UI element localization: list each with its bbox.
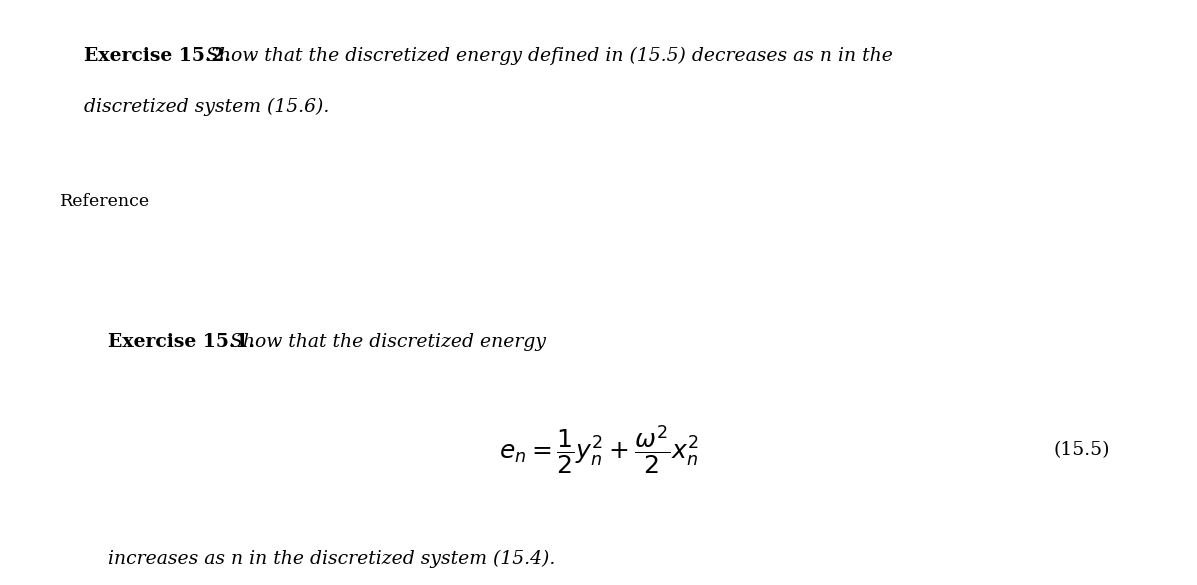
Text: increases as n in the discretized system (15.4).: increases as n in the discretized system… bbox=[108, 550, 555, 568]
Text: Show that the discretized energy: Show that the discretized energy bbox=[224, 333, 546, 352]
Text: Exercise 15.1.: Exercise 15.1. bbox=[108, 333, 255, 352]
Text: $e_n = \dfrac{1}{2}y_n^2 + \dfrac{\omega^2}{2}x_n^2$: $e_n = \dfrac{1}{2}y_n^2 + \dfrac{\omega… bbox=[499, 424, 698, 477]
Text: discretized system (15.6).: discretized system (15.6). bbox=[84, 98, 329, 116]
Text: Show that the discretized energy defined in (15.5) decreases as n in the: Show that the discretized energy defined… bbox=[200, 47, 893, 65]
Text: Exercise 15.2.: Exercise 15.2. bbox=[84, 47, 231, 65]
Text: (15.5): (15.5) bbox=[1053, 442, 1110, 459]
Text: Reference: Reference bbox=[60, 193, 150, 210]
